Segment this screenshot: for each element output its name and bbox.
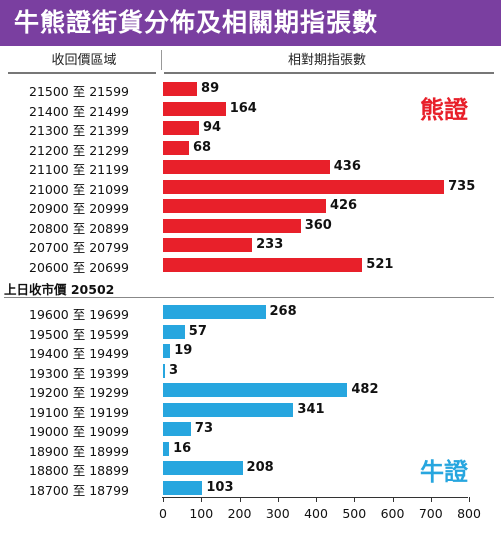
bar [163,480,203,495]
category-label: 21100 至 21199 [29,162,129,177]
bar [163,461,243,475]
header-contracts: 相對期指張數 [287,53,366,68]
x-tick [469,497,470,502]
x-tick-label: 700 [418,506,443,521]
data-label: 164 [229,100,257,116]
data-label: 482 [351,382,379,397]
category-label: 21200 至 21299 [29,142,129,158]
previous-close-label: 上日收市價 20502 [4,282,115,297]
category-label: 19500 至 19599 [29,326,129,342]
bull-series-label: 牛證 [420,458,468,486]
category-label: 19000 至 19099 [29,424,129,439]
x-tick-label: 500 [342,506,367,521]
x-tick-label: 0 [159,506,167,521]
x-tick [163,497,164,502]
data-label: 68 [193,139,212,155]
x-tick-label: 300 [265,506,290,521]
category-label: 18900 至 18999 [29,443,129,459]
bar [163,179,445,194]
bear-series-label: 熊證 [420,96,468,124]
data-label: 3 [169,362,179,378]
bar [163,121,199,135]
bar [163,199,326,213]
data-label: 436 [333,159,361,174]
bar [163,344,171,358]
x-tick [392,497,394,502]
data-label: 521 [366,256,394,272]
x-tick-label: 400 [304,506,328,521]
chart-title: 牛熊證街貨分佈及相關期指張數 [0,0,501,46]
category-label: 21300 至 21399 [29,123,129,138]
category-label: 18800 至 18899 [29,463,129,478]
category-label: 19300 至 19399 [29,365,129,381]
data-label: 268 [269,304,297,319]
x-tick [354,497,356,502]
bar [163,238,253,252]
x-tick [277,497,279,502]
bar [163,402,294,417]
category-label: 19600 至 19699 [29,307,129,322]
x-tick-label: 800 [457,506,481,521]
x-tick [201,497,203,502]
bar [163,140,189,155]
bar [163,305,266,319]
header-underline-right [164,72,494,74]
data-label: 16 [173,440,192,456]
category-label: 21500 至 21599 [29,84,129,99]
category-label: 21400 至 21499 [29,103,129,119]
category-label: 18700 至 18799 [29,482,129,498]
bar [163,441,170,456]
category-label: 19400 至 19499 [29,346,129,361]
header-underline-left [8,72,156,74]
x-tick-label: 100 [189,506,214,521]
bar [163,363,165,378]
category-label: 19200 至 19299 [29,385,129,400]
bar [163,257,363,272]
x-tick [430,497,432,502]
x-tick [316,497,317,502]
x-tick-label: 600 [380,506,405,521]
bar [163,160,330,174]
data-label: 208 [246,460,274,475]
data-label: 19 [174,343,193,358]
x-axis-line [162,497,468,498]
data-label: 73 [194,421,214,436]
data-label: 233 [256,237,284,252]
x-tick-label: 200 [227,506,252,521]
data-label: 89 [201,81,220,96]
category-label: 20700 至 20799 [29,240,129,255]
category-label: 20600 至 20699 [29,259,129,275]
data-label: 426 [329,198,358,213]
bar [163,324,185,339]
data-label: 360 [304,217,332,233]
bar [163,383,348,397]
category-label: 19100 至 19199 [29,404,129,420]
data-label: 735 [448,178,476,194]
category-label: 20800 至 20899 [29,220,129,236]
data-label: 341 [297,401,325,417]
bar [163,101,226,116]
bar [163,422,191,436]
header-divider [161,50,162,70]
data-label: 94 [202,120,222,135]
data-label: 103 [206,479,234,495]
data-label: 57 [188,323,207,339]
header-price-range: 收回價區域 [51,53,117,68]
previous-close-divider [4,297,494,298]
category-label: 20900 至 20999 [29,201,129,216]
bar [163,218,301,233]
bar [163,82,198,96]
category-label: 21000 至 21099 [29,181,129,197]
x-tick [239,497,241,502]
